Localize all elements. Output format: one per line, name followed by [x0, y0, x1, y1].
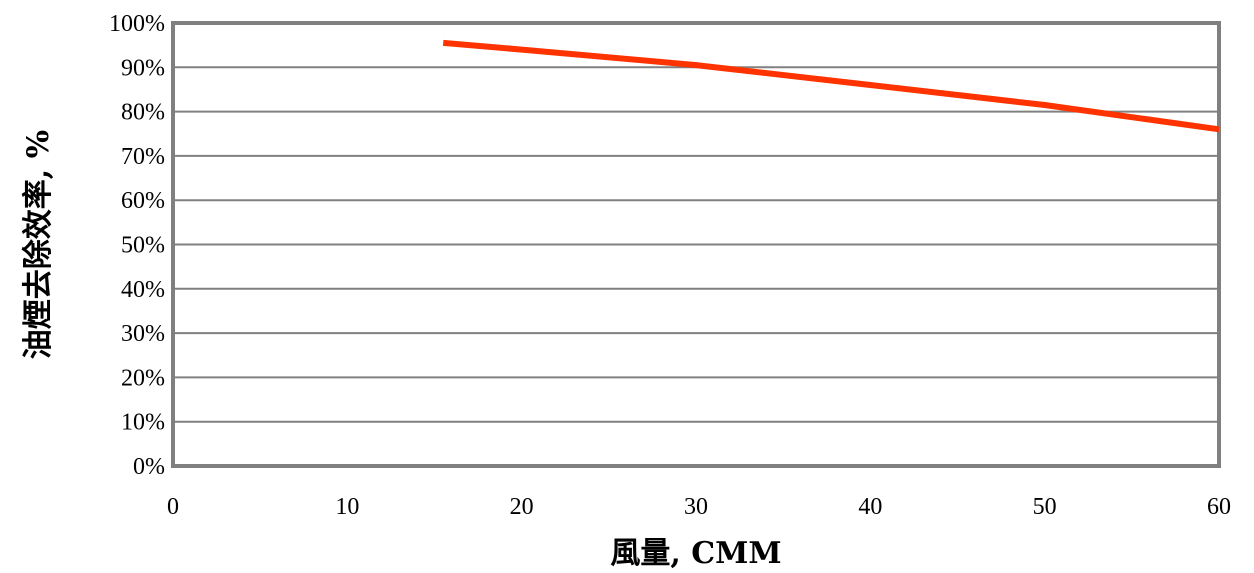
y-tick-label: 0% [133, 454, 165, 480]
x-tick-label: 0 [167, 494, 179, 520]
x-tick-label: 30 [684, 494, 708, 520]
y-axis-title: 油煙去除效率, % [21, 130, 56, 359]
y-tick-label: 100% [109, 11, 165, 37]
y-tick-label: 80% [121, 100, 165, 126]
x-axis-tick-labels: 0 10 20 30 40 50 60 [167, 494, 1231, 520]
x-tick-label: 20 [510, 494, 534, 520]
y-tick-label: 40% [121, 277, 165, 303]
gridlines [173, 66, 1219, 423]
y-tick-label: 50% [121, 233, 165, 259]
y-tick-label: 90% [121, 55, 165, 81]
x-tick-label: 50 [1033, 494, 1057, 520]
plot-area-border [171, 21, 1221, 468]
series-layer [442, 39, 1220, 133]
x-tick-label: 60 [1207, 494, 1231, 520]
y-tick-label: 60% [121, 188, 165, 214]
x-axis-title: 風量, CMM [610, 536, 781, 571]
y-axis-tick-labels: 0% 10% 20% 30% 40% 50% 60% 70% 80% 90% 100% [109, 11, 165, 480]
y-tick-label: 20% [121, 365, 165, 391]
series-line [442, 39, 1220, 133]
y-tick-label: 30% [121, 321, 165, 347]
x-tick-label: 40 [858, 494, 882, 520]
y-tick-label: 10% [121, 410, 165, 436]
x-tick-label: 10 [335, 494, 359, 520]
y-tick-label: 70% [121, 144, 165, 170]
